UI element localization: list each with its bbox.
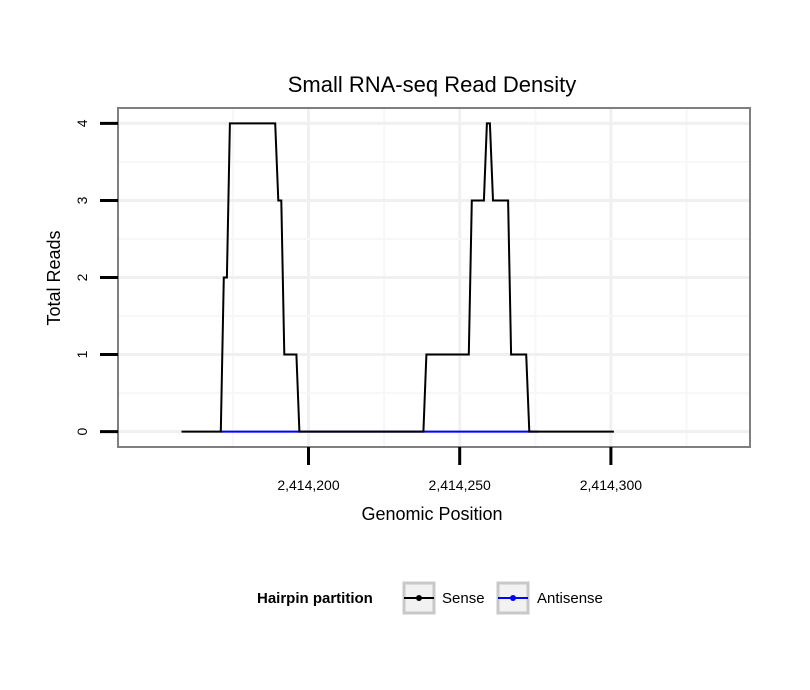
x-axis: 2,414,200 2,414,250 2,414,300 [277,447,642,493]
x-tick-label: 2,414,200 [277,477,339,493]
y-axis: 0 1 2 3 4 [74,119,118,435]
legend-label-antisense: Antisense [537,590,603,607]
plot-panel [117,107,751,448]
y-tick-label: 0 [74,427,90,435]
y-tick-label: 1 [74,350,90,358]
legend: Hairpin partition Sense Antisense [257,581,603,615]
x-tick-label: 2,414,250 [429,477,491,493]
x-tick-label: 2,414,300 [580,477,642,493]
legend-title: Hairpin partition [257,590,373,607]
series-line-sense [181,122,614,433]
chart-title: Small RNA-seq Read Density [288,72,577,97]
legend-point-sense [416,595,422,601]
y-tick-label: 2 [74,273,90,281]
legend-label-sense: Sense [442,590,485,607]
legend-point-antisense [510,595,516,601]
series-layer [181,122,614,433]
y-tick-label: 4 [74,119,90,127]
y-axis-title: Total Reads [44,230,64,325]
x-axis-title: Genomic Position [361,504,502,524]
y-tick-label: 3 [74,196,90,204]
